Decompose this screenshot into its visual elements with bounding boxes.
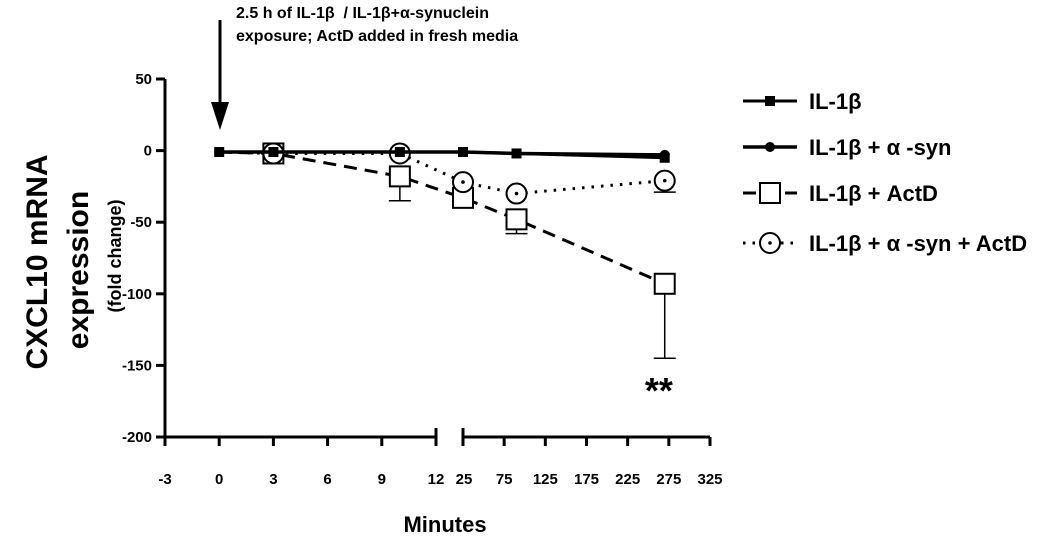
y-axis-title-sub: (fold change) [105, 200, 125, 313]
series-3-point-5 [653, 169, 676, 192]
series-2-point-4 [505, 208, 528, 231]
legend-item-3: IL-1β + α -syn + ActD [743, 231, 1027, 256]
legend-item-2: IL-1β + ActD [743, 181, 938, 206]
annotation-line-1: 2.5 h of IL-1β / IL-1β+α-synuclein [236, 5, 489, 22]
series-1-point-0 [214, 147, 225, 158]
y-axis-title-group: CXCL10 mRNA expression (fold change) [21, 154, 125, 369]
significance-label: ** [645, 370, 673, 411]
x-seg1-tick-label-4: 9 [378, 471, 386, 488]
legend-swatch-marker-3 [759, 232, 781, 254]
y-axis-title-line-1: CXCL10 mRNA [21, 154, 54, 369]
x-seg2-tick-label-0: 25 [456, 471, 473, 488]
series-3-point-3-dot [461, 180, 465, 184]
series-1-point-4 [511, 148, 522, 159]
x-seg2-tick-label-1: 75 [496, 471, 513, 488]
x-seg1-tick-label-3: 6 [323, 471, 331, 488]
x-seg2-tick-label-3: 175 [574, 471, 599, 488]
legend-label-3: IL-1β + α -syn + ActD [809, 231, 1027, 256]
x-seg1-tick-label-1: 0 [215, 471, 223, 488]
y-tick-label-0: 50 [135, 71, 152, 88]
legend-item-1: IL-1β + α -syn [743, 135, 951, 160]
y-tick-label-3: -100 [122, 286, 152, 303]
x-seg2-tick-label-4: 225 [615, 471, 640, 488]
y-tick-label-5: -200 [122, 429, 152, 446]
series-1-point-1 [268, 147, 279, 158]
annotation-line-2: exposure; ActD added in fresh media [236, 28, 519, 45]
x-seg1-tick-label-0: -3 [158, 471, 171, 488]
series-3-point-4 [505, 182, 528, 205]
legend-label-1: IL-1β + α -syn [809, 135, 951, 160]
series-3-line [219, 150, 665, 196]
series-2-line [219, 150, 666, 286]
x-seg2-tick-label-5: 275 [656, 471, 681, 488]
series-1-point-3 [458, 147, 468, 158]
series-2-point-2 [388, 165, 411, 188]
x-axis-title: Minutes [403, 512, 486, 537]
y-tick-label-1: 0 [144, 143, 152, 160]
x-seg1-tick-label-2: 3 [269, 471, 277, 488]
series-1-point-2 [394, 147, 405, 158]
y-tick-label-2: -50 [130, 214, 152, 231]
series-3-point-5-dot [662, 178, 667, 183]
series-1-line [219, 150, 665, 157]
series-3-point-4-dot [514, 191, 519, 196]
legend-label-0: IL-1β [809, 89, 862, 114]
y-axis-title-line-2: expression [62, 191, 95, 349]
x-seg1-tick-label-5: 12 [428, 471, 445, 488]
series-2-point-5 [653, 272, 676, 295]
series-1-point-5 [659, 149, 670, 160]
legend-swatch-marker-0 [765, 96, 775, 106]
legend-swatch-marker-3-dot [768, 241, 772, 245]
annotation-arrow-head [211, 102, 229, 130]
legend-item-0: IL-1β [743, 89, 862, 114]
y-tick-label-4: -150 [122, 357, 152, 374]
x-seg2-tick-label-6: 325 [697, 471, 722, 488]
legend-label-2: IL-1β + ActD [809, 181, 938, 206]
chart-annotation: 2.5 h of IL-1β / IL-1β+α-synuclein expos… [236, 2, 518, 48]
legend-swatch-marker-1 [765, 142, 775, 152]
series-1 [214, 147, 670, 160]
series-3-point-3 [452, 171, 474, 194]
legend-swatch-marker-2 [759, 182, 781, 204]
series-2 [219, 142, 676, 359]
x-seg2-tick-label-2: 125 [533, 471, 558, 488]
